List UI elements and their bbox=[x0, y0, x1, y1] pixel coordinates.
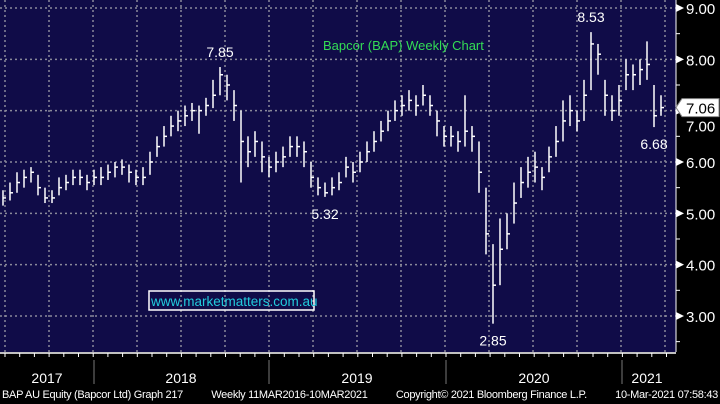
watermark-text: www.marketmatters.com.au bbox=[150, 294, 318, 309]
x-year-label: 2021 bbox=[631, 370, 662, 386]
last-price-label: 7.06 bbox=[686, 101, 715, 118]
last-price-tag bbox=[675, 98, 720, 118]
x-year-label: 2018 bbox=[165, 370, 196, 386]
y-tick-label: 6.00 bbox=[686, 155, 715, 172]
x-year-label: 2020 bbox=[518, 370, 549, 386]
footer-security: BAP AU Equity (Bapcor Ltd) Graph 217 bbox=[2, 389, 183, 401]
x-axis-background bbox=[0, 352, 720, 386]
y-axis-tick-marker bbox=[676, 4, 684, 12]
y-tick-label: 9.00 bbox=[686, 1, 715, 18]
y-tick-label: 8.00 bbox=[686, 52, 715, 69]
y-axis-tick-marker bbox=[676, 157, 684, 166]
price-chart: 9.00 8.00 7.00 6.00 5.00 4.00 3.00 7.06 7.85 5.32… bbox=[0, 0, 720, 386]
y-tick-label: 5.00 bbox=[686, 206, 715, 223]
footer-timestamp: 10-Mar-2021 07:58:43 bbox=[615, 389, 718, 401]
y-tick-label: 3.00 bbox=[686, 309, 715, 326]
y-axis-tick-marker bbox=[676, 55, 684, 64]
price-annotation: 7.85 bbox=[206, 44, 233, 60]
price-annotation: 5.32 bbox=[311, 206, 338, 222]
price-annotation: 6.68 bbox=[640, 136, 667, 152]
chart-title: Bapcor (BAP) Weekly Chart bbox=[323, 38, 484, 53]
price-annotation: 8.53 bbox=[577, 9, 604, 25]
watermark-box bbox=[148, 290, 315, 311]
y-tick-label: 4.00 bbox=[686, 258, 715, 275]
y-axis-tick-marker bbox=[676, 209, 684, 218]
x-year-label: 2017 bbox=[31, 370, 62, 386]
plot-background bbox=[0, 0, 676, 352]
y-tick-label: 7.00 bbox=[686, 119, 715, 136]
footer-bar: BAP AU Equity (Bapcor Ltd) Graph 217 Wee… bbox=[0, 386, 720, 404]
x-year-label: 2019 bbox=[341, 370, 372, 386]
footer-copyright: Copyright© 2021 Bloomberg Finance L.P. bbox=[395, 389, 587, 401]
y-axis-tick-marker bbox=[676, 260, 684, 269]
axis-background bbox=[676, 0, 720, 352]
price-annotation: 2.85 bbox=[479, 333, 506, 349]
footer-period: Weekly 11MAR2016-10MAR2021 bbox=[211, 389, 368, 401]
y-axis-tick-marker bbox=[676, 311, 684, 320]
